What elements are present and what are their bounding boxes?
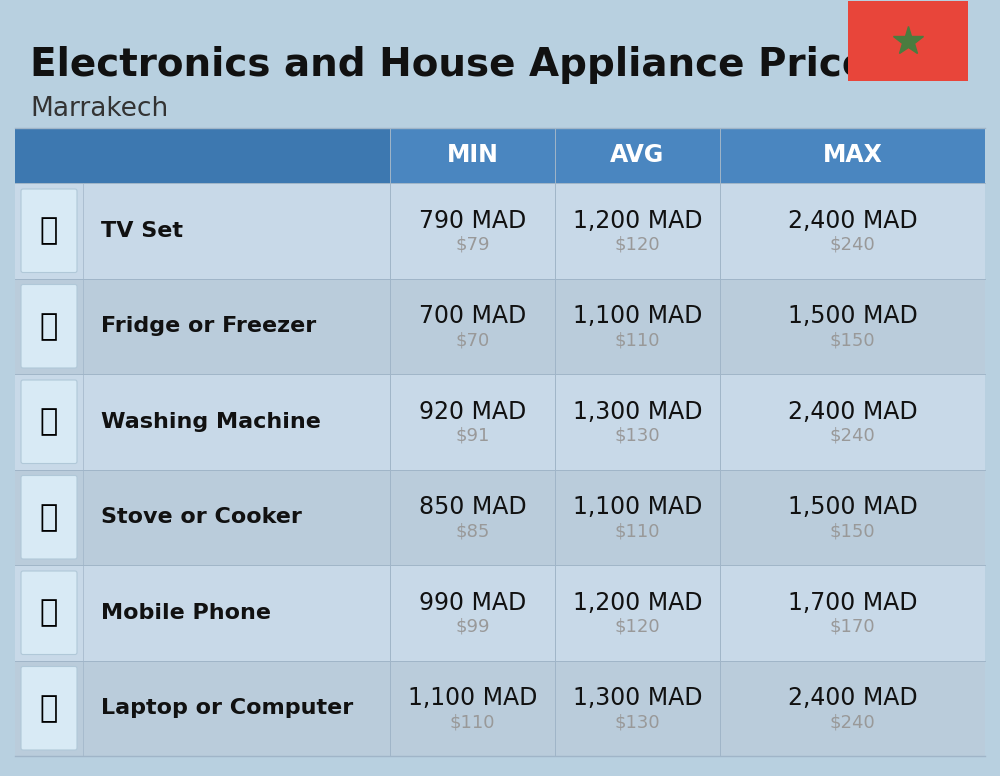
Text: 2,400 MAD: 2,400 MAD — [788, 400, 917, 424]
Text: $110: $110 — [615, 331, 660, 349]
Text: 990 MAD: 990 MAD — [419, 591, 526, 615]
Text: Fridge or Freezer: Fridge or Freezer — [101, 317, 316, 336]
Text: 1,100 MAD: 1,100 MAD — [408, 686, 537, 710]
FancyBboxPatch shape — [21, 285, 77, 368]
Text: 850 MAD: 850 MAD — [419, 495, 526, 519]
Text: Electronics and House Appliance Prices: Electronics and House Appliance Prices — [30, 46, 891, 84]
Bar — [15, 128, 985, 183]
Text: Washing Machine: Washing Machine — [101, 412, 321, 431]
Text: $120: $120 — [615, 236, 660, 254]
Bar — [15, 128, 390, 183]
Text: $130: $130 — [615, 427, 660, 445]
Text: 1,100 MAD: 1,100 MAD — [573, 304, 702, 328]
Text: TV Set: TV Set — [101, 220, 183, 241]
Text: $91: $91 — [455, 427, 490, 445]
Bar — [15, 279, 985, 374]
Text: 2,400 MAD: 2,400 MAD — [788, 209, 917, 233]
Text: 🔥: 🔥 — [40, 503, 58, 532]
Text: 📺: 📺 — [40, 217, 58, 245]
Text: 2,400 MAD: 2,400 MAD — [788, 686, 917, 710]
Text: $85: $85 — [455, 522, 490, 540]
Text: 1,200 MAD: 1,200 MAD — [573, 209, 702, 233]
Text: $110: $110 — [450, 713, 495, 731]
Text: MAX: MAX — [823, 144, 882, 168]
Text: 1,500 MAD: 1,500 MAD — [788, 304, 917, 328]
Text: $240: $240 — [830, 236, 875, 254]
Bar — [15, 565, 985, 660]
Text: $150: $150 — [830, 522, 875, 540]
Text: $130: $130 — [615, 713, 660, 731]
Bar — [15, 183, 985, 279]
Text: 920 MAD: 920 MAD — [419, 400, 526, 424]
Text: Laptop or Computer: Laptop or Computer — [101, 698, 353, 719]
Text: $99: $99 — [455, 618, 490, 636]
Text: 700 MAD: 700 MAD — [419, 304, 526, 328]
Text: 790 MAD: 790 MAD — [419, 209, 526, 233]
FancyBboxPatch shape — [848, 1, 968, 81]
Text: Marrakech: Marrakech — [30, 96, 168, 122]
Text: $170: $170 — [830, 618, 875, 636]
Text: 1,200 MAD: 1,200 MAD — [573, 591, 702, 615]
Text: $240: $240 — [830, 427, 875, 445]
Bar — [15, 469, 985, 565]
Text: 1,100 MAD: 1,100 MAD — [573, 495, 702, 519]
Text: $120: $120 — [615, 618, 660, 636]
Text: $240: $240 — [830, 713, 875, 731]
Text: MIN: MIN — [447, 144, 498, 168]
Text: $110: $110 — [615, 522, 660, 540]
FancyBboxPatch shape — [21, 571, 77, 654]
FancyBboxPatch shape — [21, 476, 77, 559]
Bar — [15, 374, 985, 469]
Text: 1,300 MAD: 1,300 MAD — [573, 686, 702, 710]
Text: $70: $70 — [455, 331, 490, 349]
FancyBboxPatch shape — [21, 667, 77, 750]
Text: AVG: AVG — [610, 144, 665, 168]
Text: 🧳: 🧳 — [40, 407, 58, 436]
Text: 🍨: 🍨 — [40, 312, 58, 341]
Text: 1,700 MAD: 1,700 MAD — [788, 591, 917, 615]
Text: $150: $150 — [830, 331, 875, 349]
Bar — [15, 660, 985, 756]
Text: 📱: 📱 — [40, 598, 58, 627]
Text: 1,300 MAD: 1,300 MAD — [573, 400, 702, 424]
Text: 1,500 MAD: 1,500 MAD — [788, 495, 917, 519]
Text: $79: $79 — [455, 236, 490, 254]
Text: 💻: 💻 — [40, 694, 58, 722]
Text: Mobile Phone: Mobile Phone — [101, 603, 271, 623]
Text: Stove or Cooker: Stove or Cooker — [101, 508, 302, 527]
FancyBboxPatch shape — [21, 380, 77, 463]
FancyBboxPatch shape — [21, 189, 77, 272]
